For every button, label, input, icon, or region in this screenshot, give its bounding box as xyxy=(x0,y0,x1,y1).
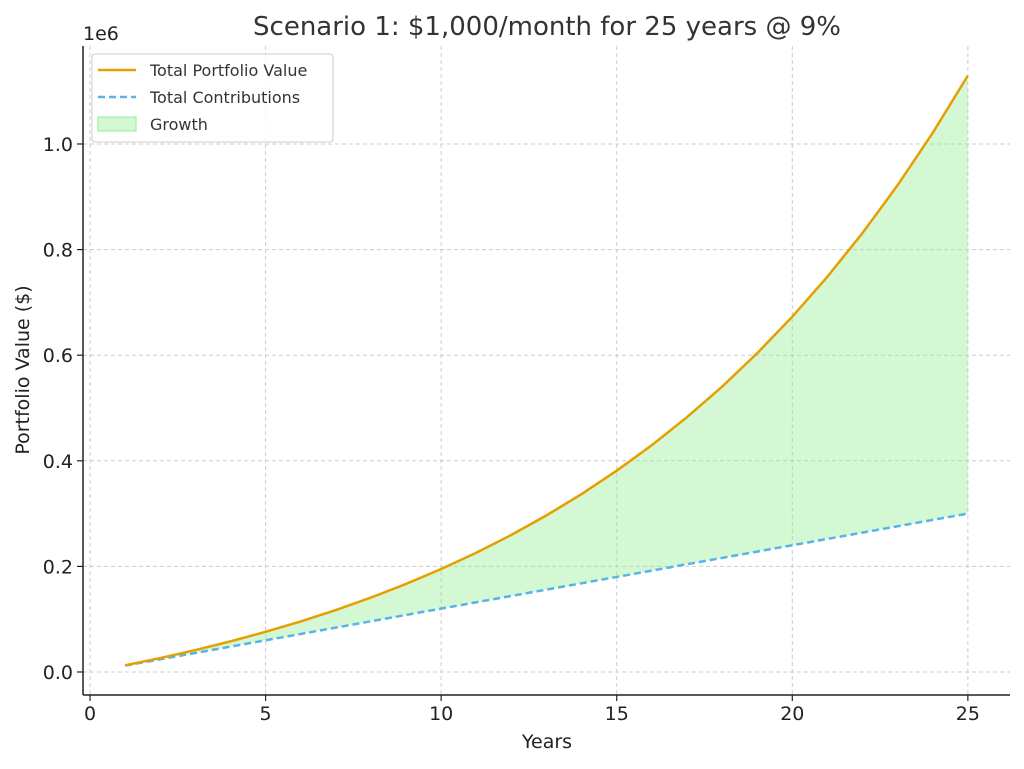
x-tick-label: 5 xyxy=(260,703,272,725)
x-tick-label: 0 xyxy=(84,703,96,725)
chart-title: Scenario 1: $1,000/month for 25 years @ … xyxy=(253,12,841,42)
y-tick-label: 1.0 xyxy=(43,134,73,156)
growth-fill-area xyxy=(125,76,968,666)
legend-label-contributions: Total Contributions xyxy=(149,88,300,107)
y-tick-label: 0.8 xyxy=(43,240,73,262)
y-tick-label: 0.2 xyxy=(43,556,73,578)
legend-swatch-growth xyxy=(98,117,136,131)
y-tick-label: 0.6 xyxy=(43,345,73,367)
y-tick-label: 0.0 xyxy=(43,662,73,684)
growth-fill-group xyxy=(125,76,968,666)
legend-label-growth: Growth xyxy=(150,115,208,134)
x-tick-label: 10 xyxy=(429,703,453,725)
x-tick-label: 20 xyxy=(780,703,804,725)
y-offset-label: 1e6 xyxy=(83,23,119,45)
x-tick-label: 15 xyxy=(605,703,629,725)
x-tick-label: 25 xyxy=(956,703,980,725)
legend-label-portfolio: Total Portfolio Value xyxy=(149,61,307,80)
y-axis-label: Portfolio Value ($) xyxy=(12,285,34,454)
legend: Total Portfolio Value Total Contribution… xyxy=(92,54,333,142)
x-axis-label: Years xyxy=(521,731,572,753)
y-tick-label: 0.4 xyxy=(43,451,73,473)
